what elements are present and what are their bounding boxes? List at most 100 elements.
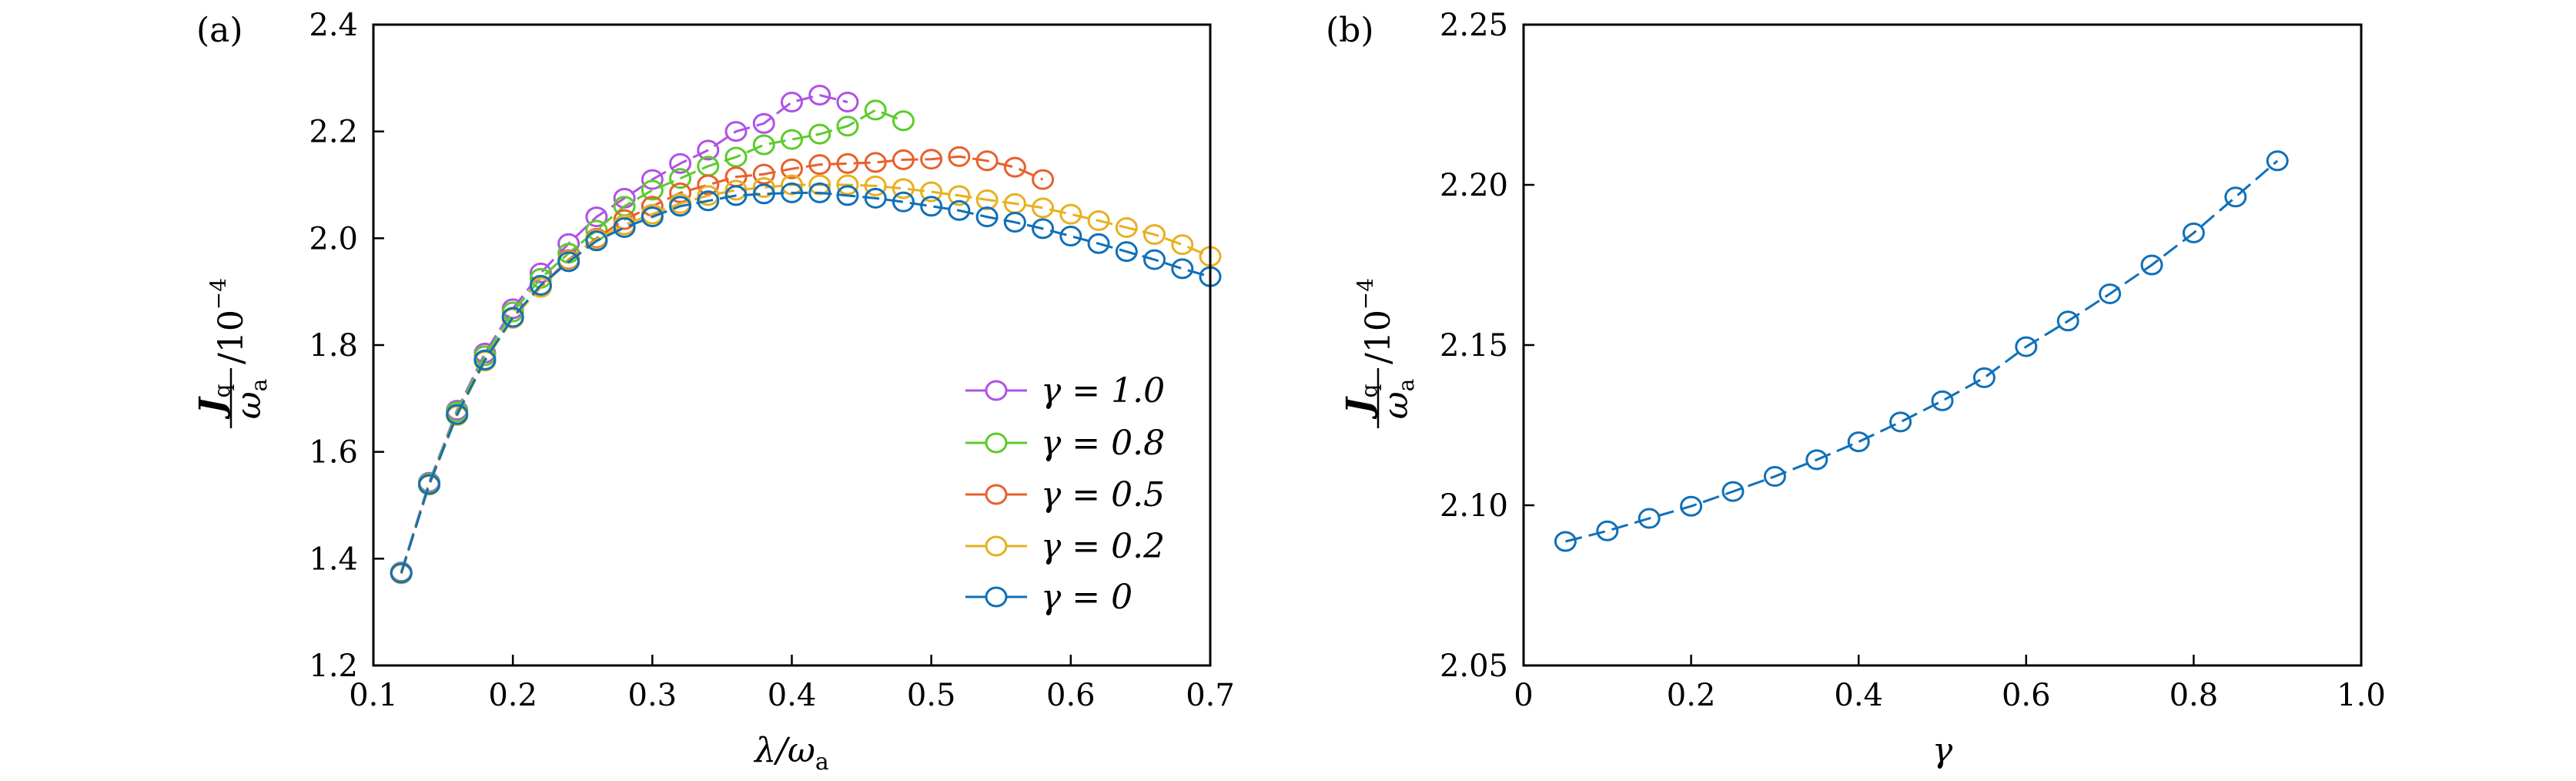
data-point — [808, 174, 831, 196]
data-point — [669, 182, 692, 203]
data-point — [836, 116, 859, 137]
legend-label: γ = 0 — [1041, 578, 1132, 617]
data-point — [892, 178, 915, 199]
data-point — [1032, 218, 1055, 240]
data-point — [920, 196, 943, 217]
data-point — [864, 152, 887, 173]
data-point — [752, 183, 775, 205]
data-point — [1032, 197, 1055, 219]
legend-marker — [985, 432, 1008, 454]
series-0.8 — [390, 99, 915, 583]
data-point — [808, 85, 831, 106]
legend-marker — [985, 586, 1008, 608]
data-point — [1115, 241, 1138, 263]
legend-label: γ = 0.8 — [1041, 424, 1165, 463]
data-point — [1143, 249, 1166, 270]
y-label-suffix: /10−4 — [1353, 278, 1398, 364]
y-label-numerator-sub: q — [1357, 384, 1382, 398]
data-point — [585, 206, 608, 228]
data-point — [920, 181, 943, 203]
data-point — [781, 158, 803, 179]
x-tick-label: 0.2 — [1667, 678, 1716, 713]
data-point — [2015, 336, 2038, 357]
panel-label: (b) — [1326, 11, 1374, 50]
y-label-suffix: /10−4 — [206, 278, 251, 364]
data-point — [1171, 258, 1194, 280]
x-tick-label: 0.1 — [349, 678, 398, 713]
x-tick-label: 0.6 — [2002, 678, 2051, 713]
plot-frame — [372, 23, 1212, 667]
data-point — [1554, 531, 1577, 552]
data-point — [2266, 150, 2289, 172]
data-point — [781, 129, 803, 150]
y-label-numerator-main: J — [1340, 395, 1379, 419]
data-point — [557, 251, 580, 273]
data-point — [836, 174, 859, 196]
series-line — [400, 93, 848, 573]
data-point — [1972, 367, 1996, 388]
data-point — [697, 139, 720, 161]
data-point — [390, 562, 413, 584]
data-point — [752, 176, 775, 198]
data-point — [529, 274, 552, 296]
data-point — [1721, 481, 1745, 502]
data-point — [2182, 222, 2205, 243]
data-point — [501, 301, 524, 323]
data-point — [1889, 411, 1912, 433]
data-point — [2056, 310, 2079, 332]
data-point — [808, 182, 831, 203]
x-tick-label: 0.5 — [907, 678, 956, 713]
y-tick-label: 2.20 — [1440, 168, 1508, 203]
y-label-denominator: ωa — [229, 379, 272, 420]
x-tick-label: 0.6 — [1046, 678, 1096, 713]
legend-marker — [985, 535, 1008, 557]
data-point — [781, 174, 803, 196]
data-point — [948, 146, 971, 167]
x-tick-label: 0.2 — [488, 678, 537, 713]
data-point — [669, 196, 692, 217]
data-point — [641, 206, 664, 228]
x-axis-label: λ/ωa — [753, 731, 829, 776]
data-point — [724, 121, 748, 142]
legend-label: γ = 1.0 — [1041, 371, 1165, 411]
data-point — [1003, 156, 1026, 178]
data-point — [1003, 212, 1026, 233]
x-axis-label: γ — [1932, 731, 1953, 770]
data-point — [836, 153, 859, 174]
legend-label: γ = 0.2 — [1041, 527, 1165, 566]
legend-item: γ = 0.2 — [965, 527, 1165, 566]
data-point — [948, 199, 971, 221]
y-tick-label: 2.05 — [1440, 649, 1508, 684]
y-tick-label: 1.6 — [309, 435, 358, 471]
x-axis-label-sub: a — [815, 749, 829, 776]
data-point — [864, 187, 887, 209]
data-point — [2140, 254, 2163, 276]
data-point — [752, 112, 775, 134]
y-label-denominator: ωa — [1377, 379, 1419, 420]
legend-marker — [985, 484, 1008, 505]
data-point — [724, 179, 748, 201]
data-point — [892, 110, 915, 132]
y-label-suffix-main: /10 — [212, 310, 251, 364]
y-label-numerator-sub: q — [209, 384, 235, 398]
data-point — [808, 123, 831, 145]
series-line — [1565, 159, 2279, 543]
x-tick-label: 0.4 — [768, 678, 817, 713]
legend: γ = 1.0 γ = 0.8 γ = 0.5 γ = 0.2 γ = 0 — [965, 371, 1165, 617]
panel-a: (a) 0.1 0.2 0.3 0.4 0.5 0.6 0.7 1.2 1.4 1.6 1.8 2.0 2… — [192, 8, 1235, 776]
y-tick-label: 2.10 — [1440, 488, 1508, 524]
data-point — [1143, 223, 1166, 245]
y-tick-label: 2.15 — [1440, 328, 1508, 364]
y-label-numerator: Jq — [1340, 384, 1382, 420]
data-point — [975, 206, 999, 228]
data-point — [697, 190, 720, 212]
data-point — [1087, 233, 1110, 254]
data-point — [1847, 431, 1870, 453]
y-label-denominator-main: ω — [1377, 391, 1416, 419]
y-label-numerator-main: J — [192, 395, 232, 419]
x-tick-label: 0 — [1514, 678, 1533, 713]
plot-frame — [1522, 23, 2363, 667]
data-point — [1931, 390, 1954, 411]
